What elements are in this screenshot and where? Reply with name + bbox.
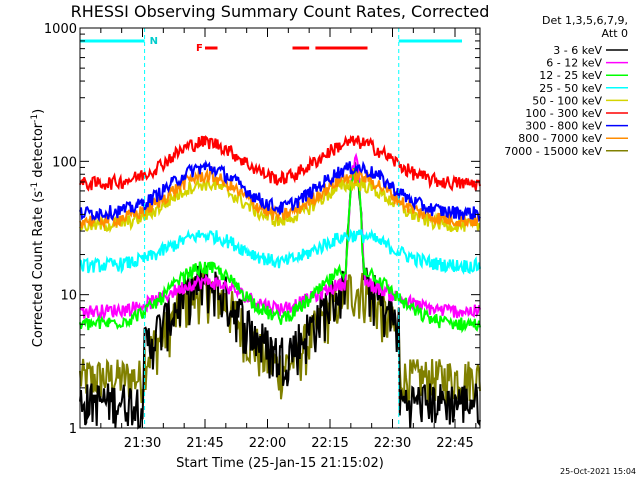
y-tick-label: 10 — [60, 289, 77, 304]
series-line-50-100-kev — [79, 177, 481, 234]
y-tick-label: 1 — [69, 422, 77, 437]
series-line-6-12-kev — [79, 152, 481, 321]
y-tick-label: 1000 — [44, 22, 77, 37]
legend-label-50-100-kev: 50 - 100 keV — [532, 94, 602, 107]
x-tick-label: 22:00 — [249, 436, 286, 451]
legend-label-3-6-kev: 3 - 6 keV — [553, 44, 602, 57]
night-flag-label: N — [150, 36, 158, 47]
x-axis: 21:30 21:45 22:00 22:15 22:30 22:45 — [100, 28, 477, 451]
series-line-12-25-kev — [79, 167, 481, 334]
x-tick-label: 22:15 — [311, 436, 348, 451]
legend-label-25-50-kev: 25 - 50 keV — [539, 82, 602, 95]
series-line-100-300-kev — [79, 134, 481, 192]
series-layer — [79, 134, 481, 430]
series-line-25-50-kev — [79, 228, 481, 275]
legend-label-300-800-kev: 300 - 800 keV — [525, 120, 602, 133]
series-line-300-800-kev — [79, 159, 481, 223]
legend-label-12-25-kev: 12 - 25 keV — [539, 69, 602, 82]
legend-header-detectors: Det 1,3,5,6,7,9, — [542, 14, 628, 27]
y-tick-label: 100 — [52, 155, 77, 170]
overlay-layer: NF — [80, 28, 462, 428]
x-tick-label: 21:45 — [186, 436, 223, 451]
legend-label-6-12-kev: 6 - 12 keV — [546, 57, 602, 70]
series-line-3-6-kev — [79, 162, 481, 430]
chart-title: RHESSI Observing Summary Count Rates, Co… — [71, 2, 490, 21]
legend-label-100-300-kev: 100 - 300 keV — [525, 107, 602, 120]
x-tick-label: 21:30 — [124, 436, 161, 451]
y-axis: 1 10 100 1000 — [44, 22, 480, 437]
x-tick-label: 22:30 — [374, 436, 411, 451]
legend-label-800-7000-kev: 800 - 7000 keV — [518, 132, 602, 145]
plot-frame — [79, 27, 481, 429]
y-axis-label: Corrected Count Rate (s-1 detector-1) — [30, 109, 46, 347]
x-tick-label: 22:45 — [436, 436, 473, 451]
legend-label-7000-15000-kev: 7000 - 15000 keV — [504, 145, 602, 158]
legend-header-attenuator: Att 0 — [602, 27, 628, 40]
x-axis-label: Start Time (25-Jan-15 21:15:02) — [176, 456, 384, 471]
generated-timestamp: 25-Oct-2021 15:04 — [560, 467, 636, 476]
flare-flag-label: F — [196, 43, 203, 54]
